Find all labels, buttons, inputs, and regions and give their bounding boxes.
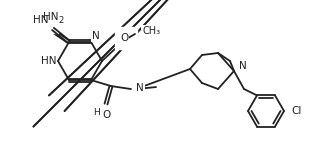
Text: O: O <box>102 110 110 120</box>
Text: CH₃: CH₃ <box>142 26 160 36</box>
Text: HN: HN <box>32 15 48 25</box>
Text: O: O <box>120 33 128 43</box>
Text: HN: HN <box>43 12 59 22</box>
Text: HN: HN <box>40 56 56 66</box>
Text: Cl: Cl <box>291 106 301 116</box>
Text: H: H <box>93 108 100 117</box>
Text: CH₃: CH₃ <box>142 26 160 36</box>
Polygon shape <box>115 27 137 49</box>
Text: O: O <box>120 33 128 43</box>
Text: N: N <box>92 31 100 41</box>
Text: N: N <box>239 61 247 71</box>
Text: 2: 2 <box>58 16 63 25</box>
Text: N: N <box>136 83 144 93</box>
Polygon shape <box>35 13 58 33</box>
